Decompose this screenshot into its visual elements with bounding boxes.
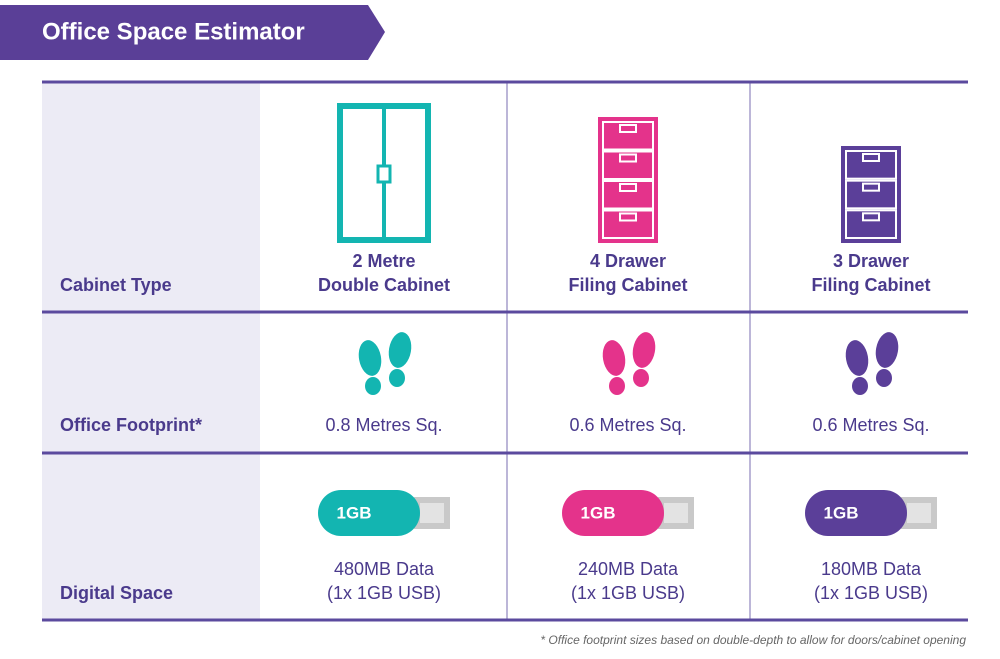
row-header: Office Footprint* [60,415,202,435]
cabinet-name: 2 Metre [352,251,415,271]
row-header: Digital Space [60,583,173,603]
usb-body [805,490,907,536]
usb-connector-inner [420,503,444,523]
footprint-sole [875,332,899,368]
cabinet-name: 4 Drawer [590,251,666,271]
title: Office Space Estimator [42,18,305,45]
drawer [602,121,654,151]
footprint-sole [632,332,656,368]
footprint-heel [389,369,405,387]
drawer [602,150,654,180]
drawer [602,209,654,239]
usb-label: 1GB [581,503,616,522]
footprint-value: 0.6 Metres Sq. [812,415,929,435]
cabinet-name: Double Cabinet [318,275,450,295]
title-banner [0,5,385,60]
digital-value: (1x 1GB USB) [327,583,441,603]
footprint-heel [365,377,381,395]
usb-body [318,490,420,536]
footnote: * Office footprint sizes based on double… [540,633,966,647]
footprint-value: 0.8 Metres Sq. [325,415,442,435]
drawer-handle [619,212,637,222]
digital-value: 180MB Data [821,559,922,579]
usb-connector-inner [664,503,688,523]
drawer-handle [862,182,880,192]
row-header-band [42,82,260,620]
drawer [845,179,897,210]
usb-body [562,490,664,536]
drawer-handle [862,153,880,162]
usb-label: 1GB [824,503,859,522]
footprint-sole [358,340,382,376]
cabinet-name: 3 Drawer [833,251,909,271]
footprint-sole [388,332,412,368]
usb-label: 1GB [337,503,372,522]
drawer-handle [862,212,880,222]
footprint-value: 0.6 Metres Sq. [569,415,686,435]
footprint-heel [876,369,892,387]
footprint-sole [602,340,626,376]
cabinet-name: Filing Cabinet [812,275,931,295]
drawer [845,209,897,239]
footprint-heel [609,377,625,395]
digital-value: (1x 1GB USB) [571,583,685,603]
footprint-heel [633,369,649,387]
drawer-handle [619,124,637,133]
cabinet-handle [376,164,392,184]
cabinet-body [841,146,901,243]
row-header: Cabinet Type [60,275,172,295]
footprint-heel [852,377,868,395]
drawer-handle [619,153,637,163]
footprint-sole [845,340,869,376]
drawer [845,150,897,180]
cabinet-name: Filing Cabinet [569,275,688,295]
digital-value: 240MB Data [578,559,679,579]
drawer [602,180,654,210]
usb-connector-inner [907,503,931,523]
digital-value: 480MB Data [334,559,435,579]
drawer-handle [619,183,637,192]
digital-value: (1x 1GB USB) [814,583,928,603]
